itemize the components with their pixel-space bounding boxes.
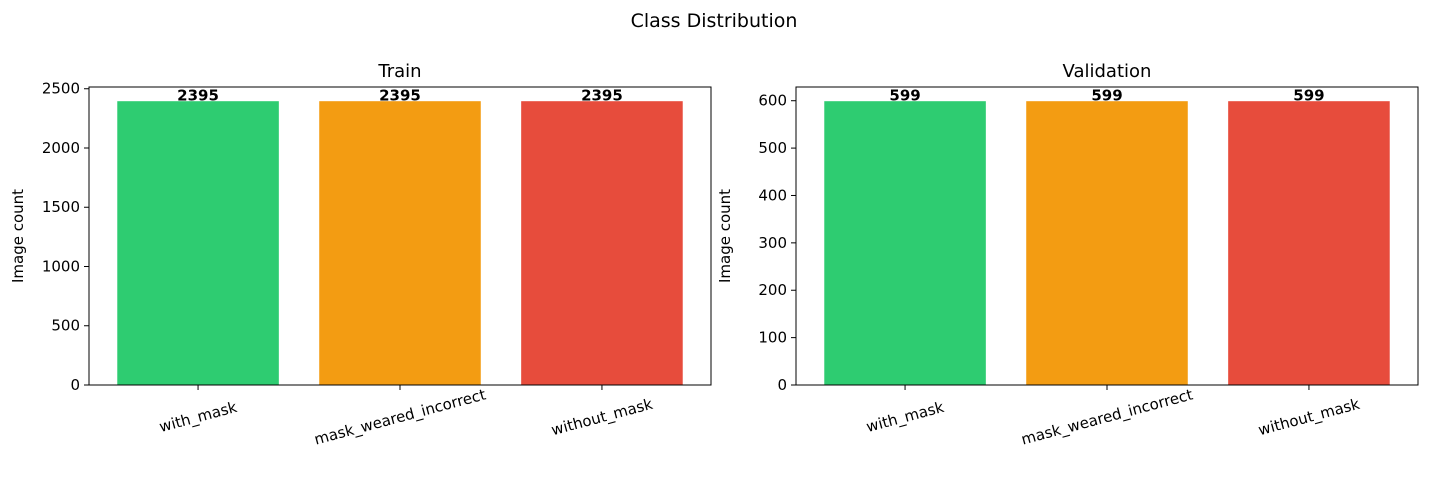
train-chart: Train 2395 2395 2395 0 500 1000 1500 2000 2500 wit… [9, 61, 712, 450]
validation-bar-with-mask [824, 101, 986, 385]
validation-y-tick-label: 300 [758, 234, 787, 252]
figure-title: Class Distribution [631, 10, 798, 32]
validation-data-label: 599 [1293, 87, 1324, 105]
train-y-tick-label: 2500 [42, 80, 80, 98]
train-y-tick-label: 1500 [42, 198, 80, 216]
train-y-tick-label: 0 [70, 376, 80, 394]
validation-data-label: 599 [1091, 87, 1122, 105]
train-x-tick-label: mask_weared_incorrect [312, 385, 488, 449]
train-data-label: 2395 [581, 87, 623, 105]
validation-chart-title: Validation [1063, 61, 1152, 82]
validation-x-tick-label: mask_weared_incorrect [1019, 385, 1195, 449]
train-bar-mask-weared-incorrect [319, 101, 481, 385]
train-y-tick-label: 2000 [42, 139, 80, 157]
train-bar-with-mask [117, 101, 279, 385]
validation-bar-without-mask [1228, 101, 1390, 385]
train-bar-without-mask [521, 101, 683, 385]
validation-y-tick-label: 400 [758, 186, 787, 204]
validation-y-axis-label: Image count [716, 189, 734, 283]
train-data-label: 2395 [379, 87, 421, 105]
train-x-tick-label: with_mask [157, 398, 239, 437]
train-chart-title: Train [377, 61, 421, 82]
validation-x-tick-label: with_mask [864, 398, 946, 437]
validation-y-tick-label: 0 [777, 376, 787, 394]
train-x-tick-label: without_mask [549, 395, 655, 440]
validation-y-tick-label: 200 [758, 281, 787, 299]
validation-x-tick-label: without_mask [1256, 395, 1362, 440]
validation-chart: Validation 599 599 599 0 100 200 300 400 500 600 wi… [716, 61, 1419, 450]
validation-y-tick-label: 600 [758, 92, 787, 110]
train-data-label: 2395 [177, 87, 219, 105]
train-y-axis-label: Image count [9, 189, 27, 283]
validation-y-tick-label: 100 [758, 329, 787, 347]
train-y-tick-label: 500 [51, 317, 80, 335]
validation-data-label: 599 [889, 87, 920, 105]
validation-bar-mask-weared-incorrect [1026, 101, 1188, 385]
train-y-tick-label: 1000 [42, 257, 80, 275]
validation-y-tick-label: 500 [758, 139, 787, 157]
